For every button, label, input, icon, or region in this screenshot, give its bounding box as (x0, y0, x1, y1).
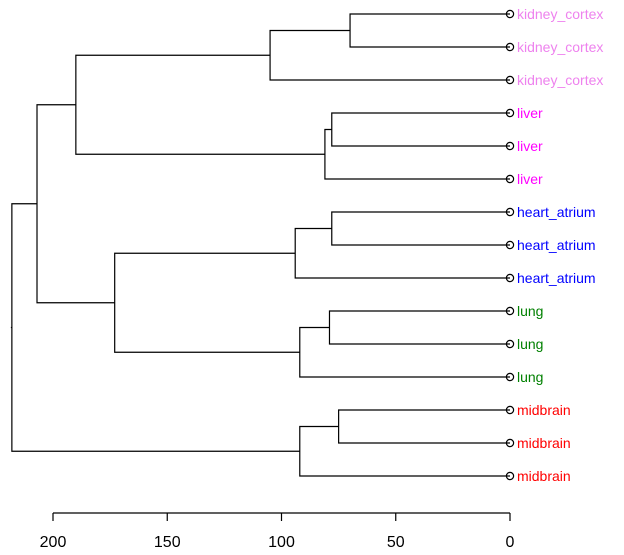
leaf-label: midbrain (517, 402, 571, 418)
leaf-label: liver (517, 105, 543, 121)
dendrogram-branch (331, 211, 510, 246)
leaf-label: liver (517, 171, 543, 187)
x-tick-label: 50 (387, 534, 405, 551)
leaf-marker (505, 273, 515, 283)
leaf-label: kidney_cortex (517, 6, 603, 22)
leaf-label: lung (517, 336, 543, 352)
leaf-label: liver (517, 138, 543, 154)
leaf-label: midbrain (517, 468, 571, 484)
x-tick-label: 0 (506, 534, 515, 551)
x-tick-label: 200 (40, 534, 67, 551)
leaf-marker (505, 42, 515, 52)
dendrogram-branch (294, 227, 510, 279)
leaf-marker (505, 339, 515, 349)
leaf-label: lung (517, 369, 543, 385)
dendrogram-branch (299, 326, 510, 378)
dendrogram-branch (324, 128, 510, 180)
leaf-marker (505, 108, 515, 118)
x-tick-label: 150 (154, 534, 181, 551)
dendrogram-branch (299, 425, 510, 477)
leaf-label: kidney_cortex (517, 72, 603, 88)
dendrogram-branch (338, 409, 510, 444)
dendrogram-branches (10, 13, 510, 477)
leaf-label: midbrain (517, 435, 571, 451)
dendrogram-branch (331, 112, 510, 147)
dendrogram-branch (349, 13, 510, 48)
leaf-marker (505, 75, 515, 85)
leaf-marker (505, 9, 515, 19)
dendrogram-branch (114, 252, 300, 353)
leaf-label: heart_atrium (517, 204, 596, 220)
leaf-marker (505, 240, 515, 250)
leaf-label: heart_atrium (517, 237, 596, 253)
leaf-label: lung (517, 303, 543, 319)
leaf-marker (505, 405, 515, 415)
leaf-marker (505, 438, 515, 448)
dendrogram-branch (11, 203, 300, 452)
leaf-marker (505, 471, 515, 481)
leaf-marker (505, 207, 515, 217)
leaf-marker (505, 372, 515, 382)
dendrogram-branch (328, 310, 510, 345)
leaf-marker (505, 141, 515, 151)
leaf-markers (505, 9, 515, 481)
leaf-label: heart_atrium (517, 270, 596, 286)
leaf-labels: kidney_cortex kidney_cortex kidney_cortexl… (517, 6, 603, 484)
leaf-marker (505, 174, 515, 184)
dendrogram-branch (75, 54, 325, 155)
x-tick-label: 100 (268, 534, 295, 551)
leaf-label: kidney_cortex (517, 39, 603, 55)
dendrogram-branch (269, 29, 510, 81)
x-axis: 200 150 100 50 0 (40, 512, 515, 551)
leaf-marker (505, 306, 515, 316)
